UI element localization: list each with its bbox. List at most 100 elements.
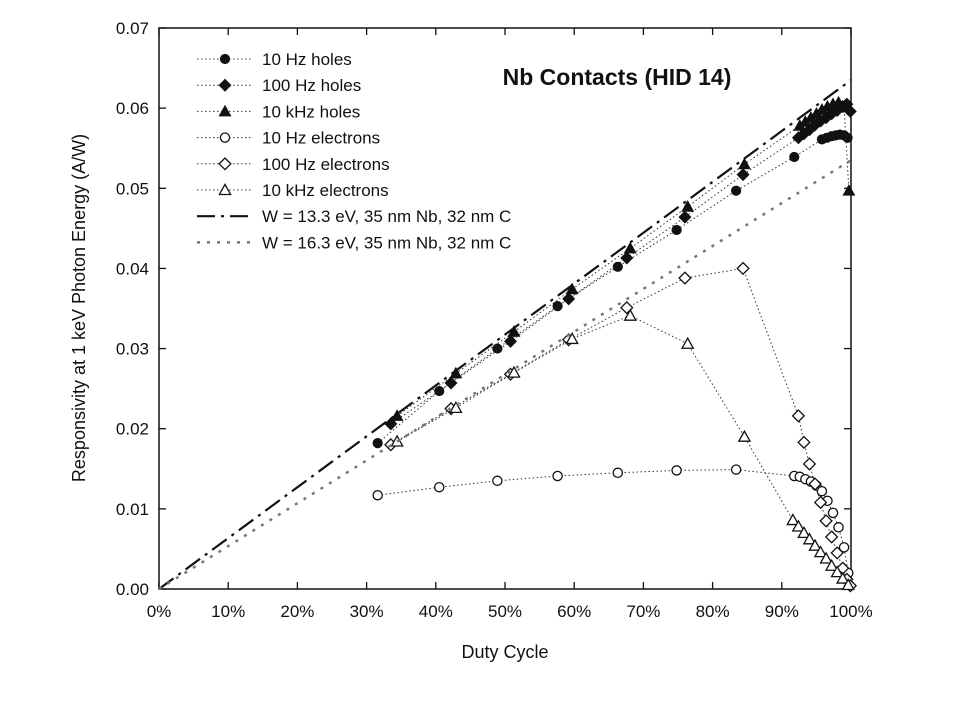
legend-label: 10 Hz electrons bbox=[262, 129, 380, 148]
data-point bbox=[671, 465, 682, 476]
data-point bbox=[789, 151, 800, 163]
data-point bbox=[808, 538, 822, 551]
series-layer bbox=[158, 79, 858, 593]
y-tick-label: 0.04 bbox=[116, 259, 149, 278]
data-point bbox=[797, 525, 811, 539]
y-tick-label: 0.01 bbox=[116, 500, 149, 519]
data-point bbox=[802, 532, 817, 545]
data-point bbox=[507, 365, 521, 378]
series-line bbox=[377, 469, 849, 574]
x-tick-label: 50% bbox=[488, 602, 522, 621]
data-point bbox=[612, 261, 623, 272]
data-point bbox=[842, 132, 853, 143]
x-tick-label: 20% bbox=[280, 602, 314, 621]
data-point bbox=[372, 489, 383, 501]
data-point bbox=[824, 530, 839, 544]
series-line bbox=[377, 134, 848, 444]
data-point bbox=[678, 271, 692, 285]
data-point bbox=[492, 343, 503, 354]
data-point bbox=[808, 477, 822, 491]
x-tick-label: 80% bbox=[696, 602, 730, 621]
y-tick-label: 0.05 bbox=[116, 179, 149, 198]
y-tick-label: 0.07 bbox=[116, 19, 149, 38]
data-point bbox=[384, 417, 398, 431]
data-point bbox=[737, 157, 751, 170]
y-tick-label: 0.00 bbox=[116, 580, 149, 599]
series-group bbox=[390, 95, 856, 421]
data-point bbox=[623, 308, 637, 321]
data-point bbox=[824, 558, 839, 571]
x-tick-label: 60% bbox=[557, 602, 591, 621]
data-point bbox=[786, 513, 800, 526]
data-point bbox=[819, 514, 833, 528]
data-point bbox=[681, 200, 695, 212]
data-point bbox=[832, 95, 845, 108]
legend-label: 100 Hz electrons bbox=[262, 155, 390, 174]
series-line bbox=[396, 315, 849, 586]
data-point bbox=[830, 546, 844, 560]
x-axis-label: Duty Cycle bbox=[461, 642, 548, 662]
data-point bbox=[562, 292, 576, 306]
legend-label: 100 Hz holes bbox=[262, 76, 361, 95]
data-point bbox=[504, 334, 518, 348]
data-point bbox=[434, 385, 445, 397]
data-point bbox=[819, 551, 833, 564]
legend-marker bbox=[219, 132, 231, 143]
data-point bbox=[837, 100, 851, 113]
series-group bbox=[372, 464, 854, 579]
data-point bbox=[565, 332, 579, 345]
y-axis-label: Responsivity at 1 keV Photon Energy (A/W… bbox=[69, 134, 89, 482]
y-tick-label: 0.03 bbox=[116, 340, 149, 359]
data-point bbox=[623, 241, 637, 254]
y-axis-ticks: 0.00 0.01 0.02 0.03 0.04 0.05 0.06 0.07 bbox=[116, 19, 851, 599]
x-tick-label: 90% bbox=[765, 602, 799, 621]
data-point bbox=[434, 481, 445, 493]
series-line bbox=[396, 101, 850, 417]
data-point bbox=[390, 409, 404, 421]
data-point bbox=[612, 467, 624, 479]
data-point bbox=[444, 376, 458, 390]
data-point bbox=[552, 470, 563, 482]
data-point bbox=[620, 300, 634, 315]
series-group bbox=[384, 261, 858, 593]
data-point bbox=[813, 545, 828, 558]
data-point bbox=[565, 282, 579, 295]
x-tick-label: 40% bbox=[419, 602, 453, 621]
legend-marker bbox=[218, 78, 232, 92]
legend-label: 10 Hz holes bbox=[262, 50, 352, 69]
data-point bbox=[830, 565, 844, 578]
data-point bbox=[833, 522, 844, 533]
legend-label: W = 13.3 eV, 35 nm Nb, 32 nm C bbox=[262, 207, 511, 226]
data-point bbox=[736, 261, 750, 276]
series-line bbox=[390, 267, 851, 587]
data-point bbox=[802, 457, 817, 471]
data-point bbox=[813, 495, 828, 510]
series-group bbox=[372, 129, 853, 449]
data-point bbox=[731, 185, 742, 196]
legend-marker bbox=[218, 183, 232, 196]
legend-label: W = 16.3 eV, 35 nm Nb, 32 nm C bbox=[262, 233, 511, 252]
data-point bbox=[678, 210, 692, 224]
x-tick-label: 10% bbox=[211, 602, 245, 621]
x-tick-label: 0% bbox=[147, 602, 172, 621]
x-axis-ticks: 0% 10% 20% 30% 40% 50% 60% 70% 80% 90% 100% bbox=[147, 28, 873, 621]
series-group bbox=[390, 308, 855, 591]
series-line bbox=[158, 79, 852, 590]
data-point bbox=[449, 400, 463, 414]
data-point bbox=[816, 485, 828, 497]
x-tick-label: 100% bbox=[829, 602, 872, 621]
data-point bbox=[841, 578, 855, 591]
data-point bbox=[552, 300, 563, 312]
data-point bbox=[680, 336, 695, 349]
legend-label: 10 kHz holes bbox=[262, 102, 360, 121]
legend: 10 Hz holes 100 Hz holes 10 kHz holes 10 Hz… bbox=[197, 50, 511, 252]
data-point bbox=[835, 571, 850, 584]
data-point bbox=[736, 168, 750, 182]
legend-marker bbox=[218, 104, 232, 117]
legend-marker bbox=[219, 53, 231, 65]
y-tick-label: 0.06 bbox=[116, 99, 149, 118]
data-point bbox=[737, 429, 752, 442]
data-point bbox=[842, 184, 856, 196]
legend-label: 10 kHz electrons bbox=[262, 181, 389, 200]
data-point bbox=[730, 464, 742, 475]
